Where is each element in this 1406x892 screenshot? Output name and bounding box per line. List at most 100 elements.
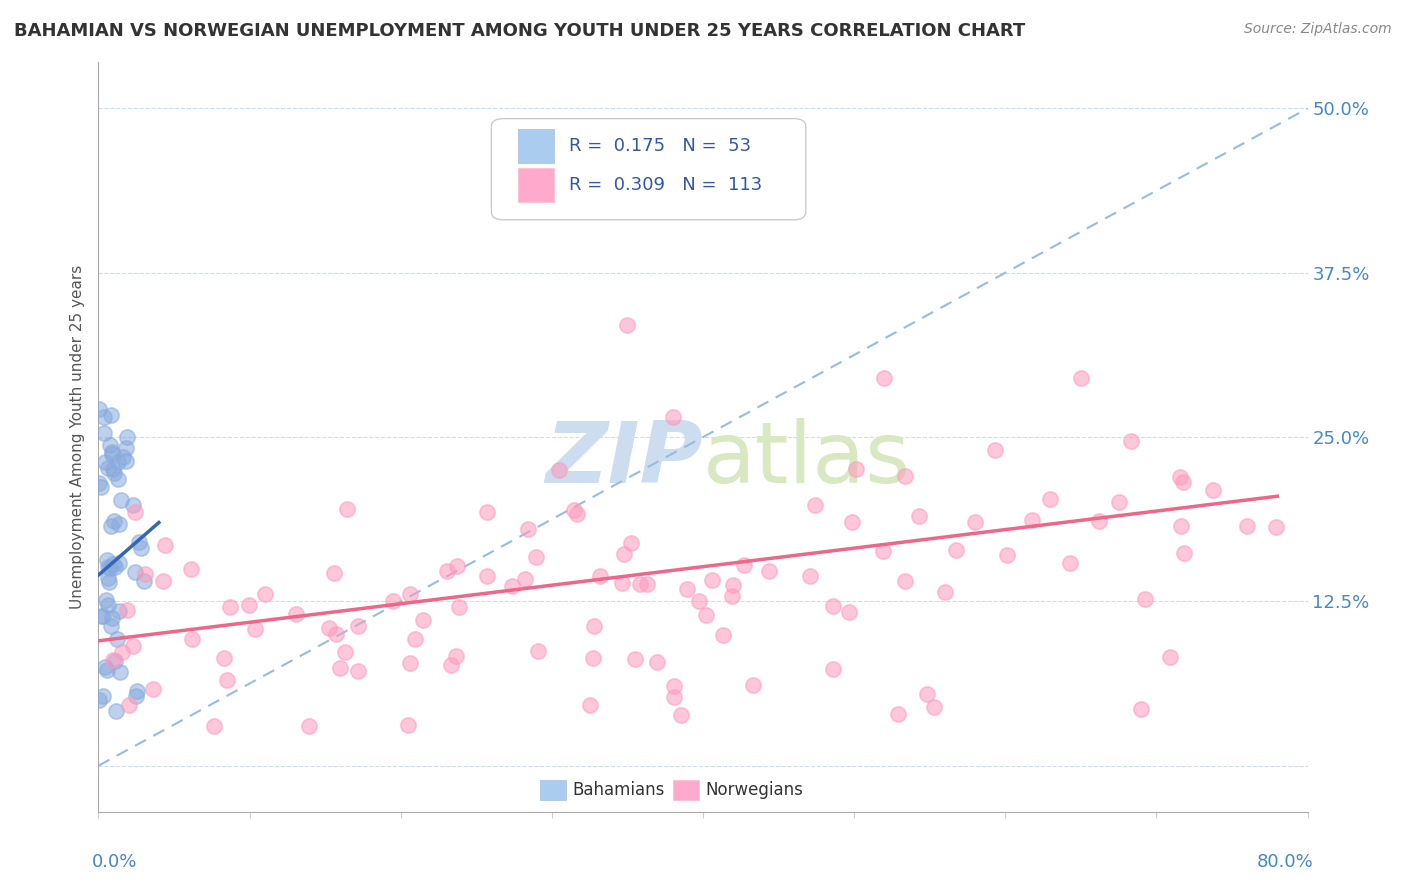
Point	[100, 438, 122, 452]
Point	[347, 618, 370, 632]
Point	[323, 566, 346, 581]
Point	[582, 619, 605, 633]
Point	[721, 589, 744, 603]
Point	[1108, 494, 1130, 508]
Point	[100, 519, 122, 533]
Text: Norwegians: Norwegians	[706, 781, 803, 799]
Point	[115, 430, 138, 444]
Point	[894, 574, 917, 588]
Point	[446, 558, 468, 573]
Point	[562, 502, 585, 516]
Point	[115, 441, 138, 455]
Point	[924, 699, 946, 714]
Point	[103, 515, 125, 529]
Point	[1059, 556, 1081, 570]
Point	[1119, 434, 1142, 448]
Point	[1264, 520, 1286, 534]
Point	[100, 619, 122, 633]
Text: Bahamians: Bahamians	[572, 781, 665, 799]
Point	[620, 535, 643, 549]
Point	[107, 472, 129, 486]
Point	[121, 498, 143, 512]
Point	[104, 654, 127, 668]
Point	[662, 679, 685, 693]
Point	[219, 599, 242, 614]
Point	[243, 622, 266, 636]
Point	[124, 505, 146, 519]
Point	[96, 663, 118, 677]
Point	[613, 547, 636, 561]
Point	[101, 653, 124, 667]
Point	[671, 707, 693, 722]
Point	[700, 573, 723, 587]
Point	[477, 505, 499, 519]
Point	[89, 476, 111, 491]
Point	[105, 632, 128, 646]
Point	[1236, 519, 1258, 533]
Point	[610, 575, 633, 590]
Point	[90, 608, 112, 623]
Point	[129, 541, 152, 556]
Point	[1168, 470, 1191, 484]
Point	[661, 410, 683, 425]
Point	[284, 607, 307, 622]
Point	[1130, 701, 1153, 715]
Point	[181, 632, 204, 647]
Point	[93, 608, 115, 623]
Point	[98, 561, 121, 575]
Point	[103, 466, 125, 480]
Point	[567, 507, 589, 521]
Point	[101, 444, 124, 458]
Text: BAHAMIAN VS NORWEGIAN UNEMPLOYMENT AMONG YOUTH UNDER 25 YEARS CORRELATION CHART: BAHAMIAN VS NORWEGIAN UNEMPLOYMENT AMONG…	[14, 22, 1025, 40]
Point	[841, 515, 863, 529]
Point	[821, 599, 844, 613]
Point	[97, 598, 120, 612]
FancyBboxPatch shape	[540, 780, 567, 800]
Point	[1039, 491, 1062, 506]
Point	[134, 574, 156, 588]
Point	[108, 604, 131, 618]
Point	[799, 569, 821, 583]
Point	[318, 621, 340, 635]
Point	[214, 651, 236, 665]
Point	[217, 673, 239, 688]
Point	[1070, 371, 1092, 385]
Point	[547, 463, 569, 477]
Point	[202, 719, 225, 733]
Point	[93, 659, 115, 673]
Point	[329, 661, 352, 675]
Point	[155, 538, 177, 552]
Point	[142, 682, 165, 697]
Point	[97, 571, 120, 585]
Point	[1173, 546, 1195, 560]
Point	[733, 558, 755, 572]
Point	[115, 453, 138, 467]
Point	[254, 587, 277, 601]
Point	[524, 549, 547, 564]
Text: 0.0%: 0.0%	[93, 853, 138, 871]
Point	[845, 462, 868, 476]
Text: R =  0.309   N =  113: R = 0.309 N = 113	[569, 176, 762, 194]
Point	[741, 677, 763, 691]
Point	[91, 689, 114, 703]
Point	[111, 644, 134, 658]
Point	[87, 401, 110, 416]
Point	[636, 577, 658, 591]
Point	[1088, 514, 1111, 528]
Point	[399, 656, 422, 670]
Point	[101, 447, 124, 461]
Point	[97, 460, 120, 475]
Point	[758, 564, 780, 578]
Point	[97, 560, 120, 574]
Y-axis label: Unemployment Among Youth under 25 years: Unemployment Among Youth under 25 years	[70, 265, 86, 609]
Point	[152, 574, 174, 588]
Point	[917, 687, 939, 701]
Text: atlas: atlas	[703, 418, 911, 501]
Point	[579, 698, 602, 712]
Point	[105, 704, 128, 718]
Point	[436, 565, 458, 579]
Text: R =  0.175   N =  53: R = 0.175 N = 53	[569, 137, 751, 155]
Point	[1170, 518, 1192, 533]
Point	[886, 707, 908, 722]
Point	[516, 522, 538, 536]
